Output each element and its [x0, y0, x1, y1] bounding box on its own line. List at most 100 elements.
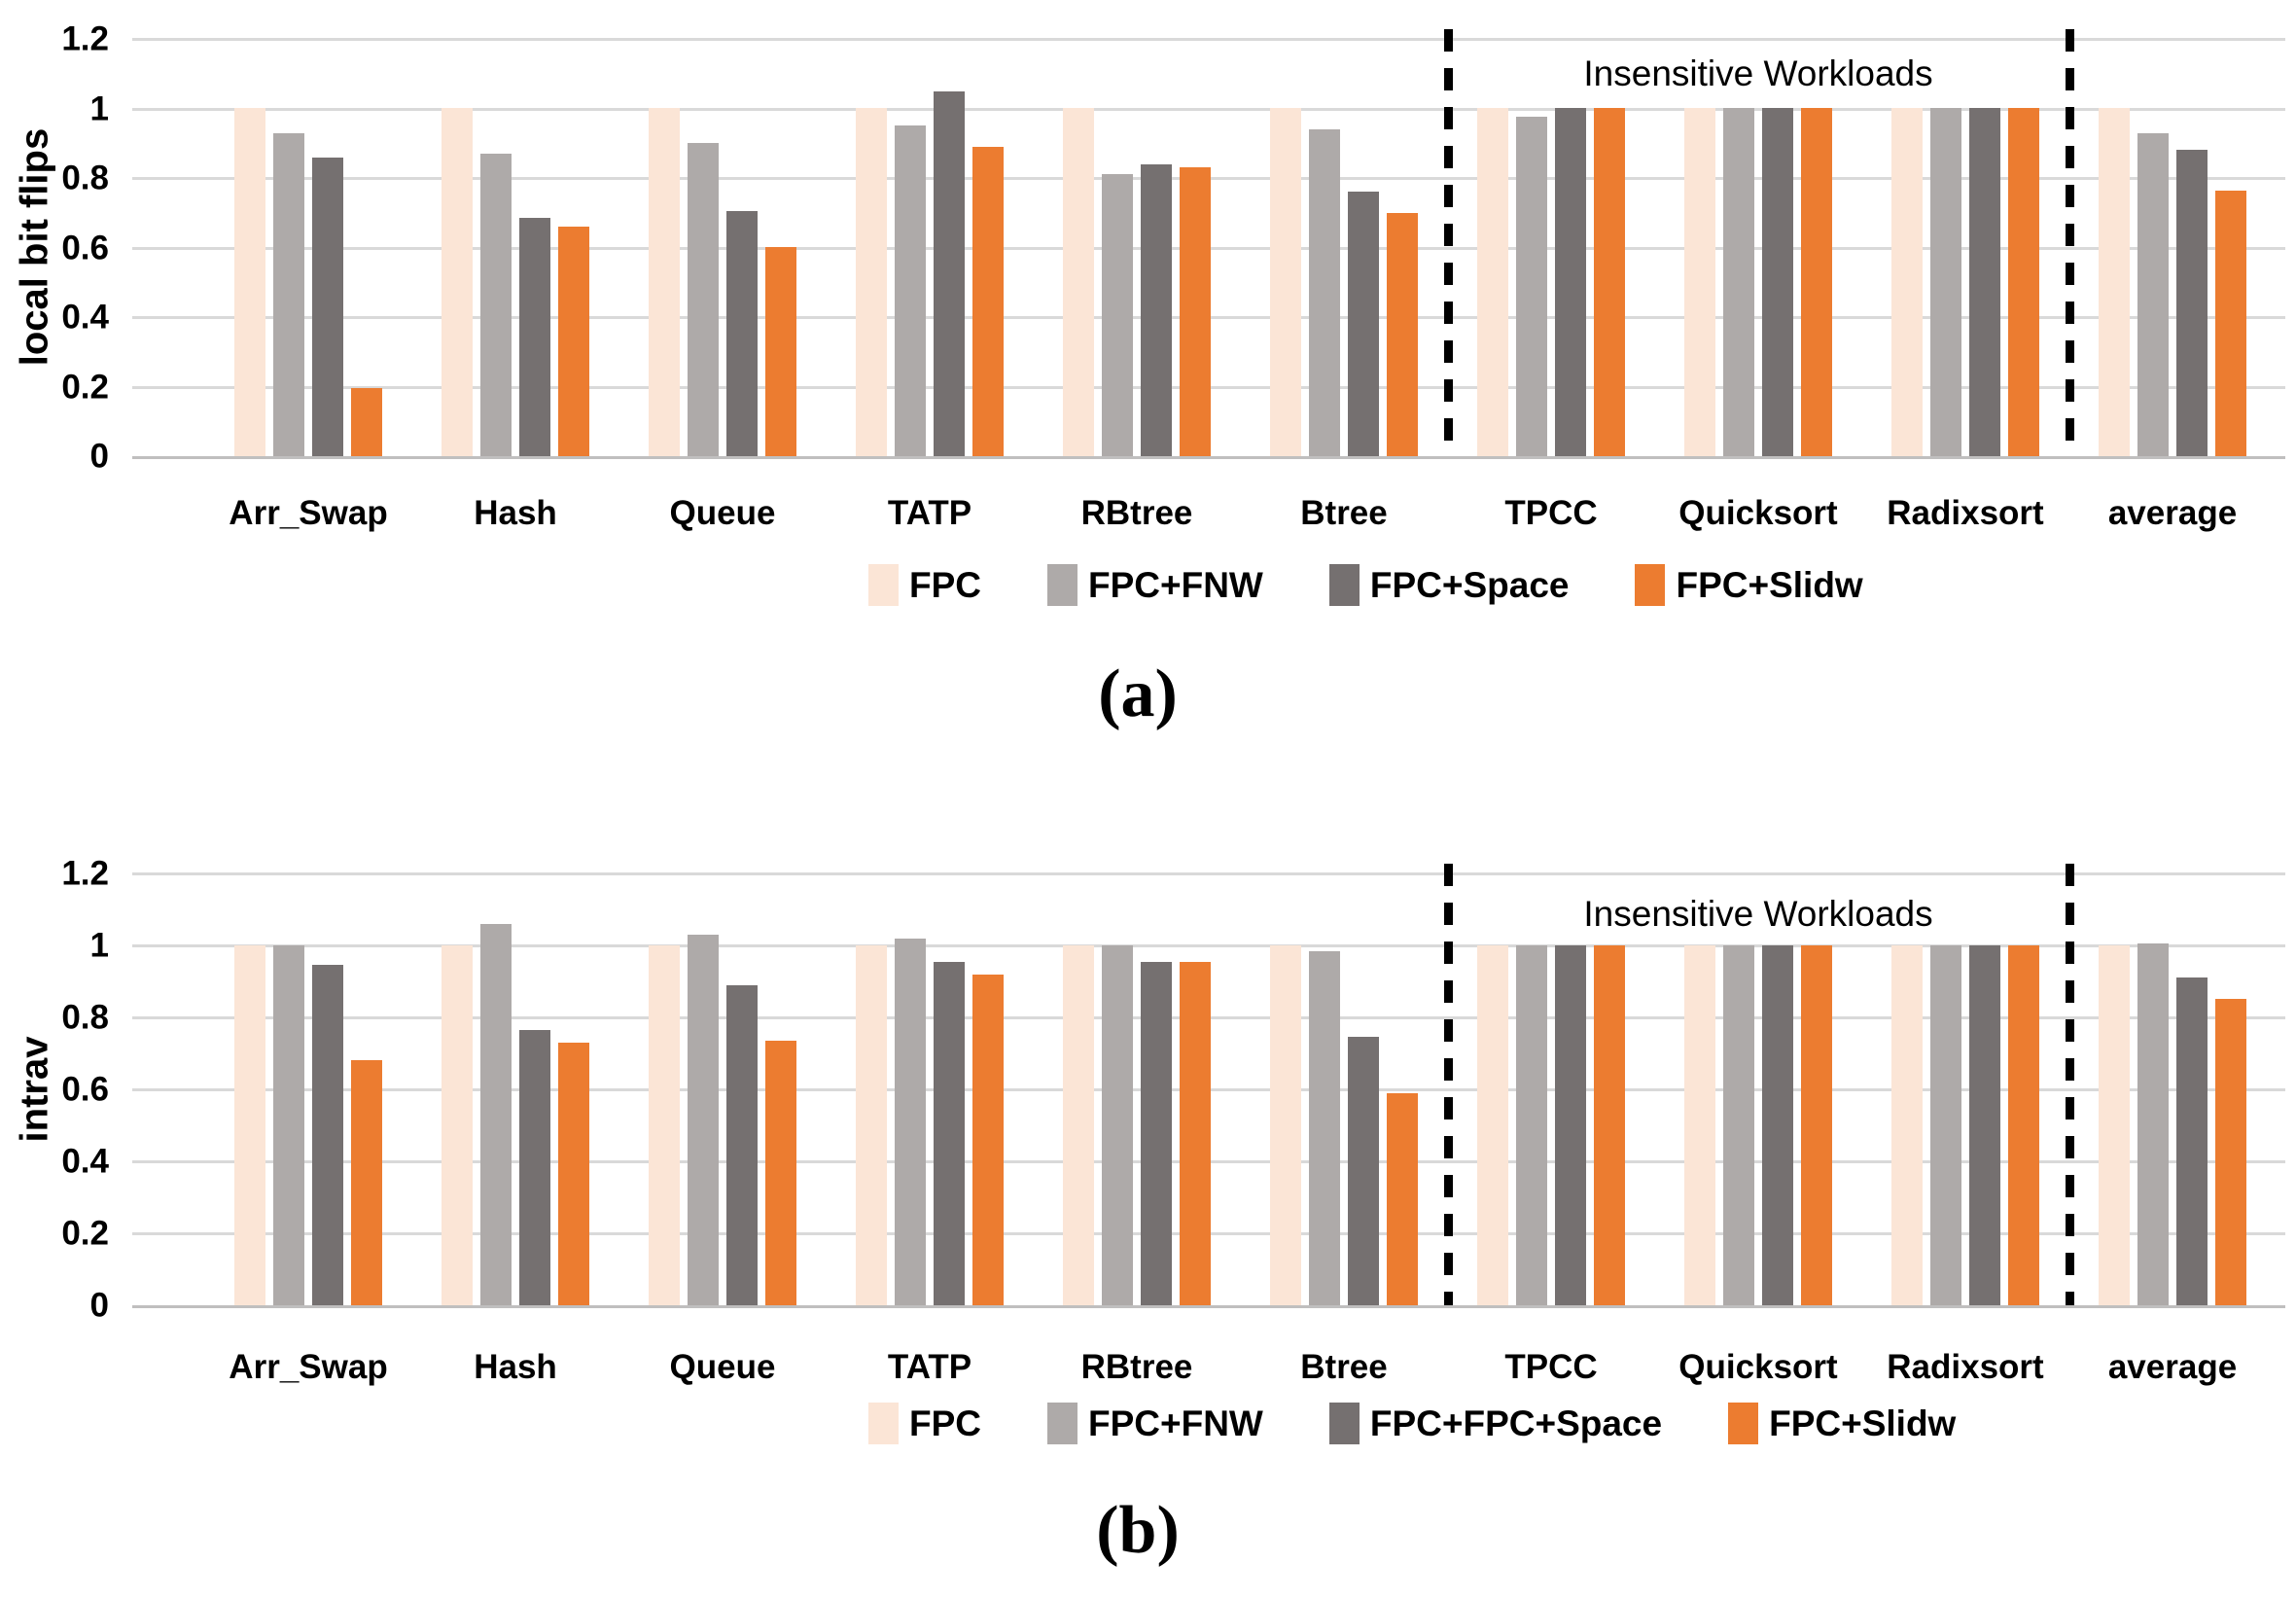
bar: [2008, 945, 2039, 1305]
bar: [1891, 945, 1923, 1305]
bar: [2008, 108, 2039, 456]
bar: [1930, 945, 1961, 1305]
x-category-label: TPCC: [1504, 1348, 1598, 1386]
legend-label: FPC+FNW: [1088, 565, 1263, 605]
x-category-label: Hash: [474, 1348, 557, 1386]
bar: [558, 1043, 589, 1305]
bar: [273, 133, 304, 456]
x-category-label: Btree: [1300, 494, 1388, 532]
legend-item: FPC+FPC+Space: [1328, 1403, 1663, 1444]
bar: [726, 985, 758, 1305]
x-category-label: average: [2107, 1348, 2238, 1386]
bar: [1594, 945, 1625, 1305]
gridline: [132, 944, 2285, 947]
legend-label: FPC+FPC+Space: [1369, 1404, 1663, 1443]
legend-label: FPC+Space: [1369, 565, 1570, 605]
chart-caption: (b): [1096, 1493, 1180, 1568]
bar: [895, 125, 926, 456]
bar: [934, 962, 965, 1305]
bar: [558, 227, 589, 456]
legend-item: FPC+FNW: [1047, 1403, 1263, 1444]
gridline: [132, 872, 2285, 875]
y-tick-label: 0: [89, 1286, 109, 1325]
bar: [1516, 945, 1547, 1305]
bar: [688, 143, 719, 456]
bar: [1309, 129, 1340, 456]
legend: FPC FPC+FNW FPC+Space FPC+Slidw: [868, 564, 1863, 606]
legend-item: FPC+Space: [1328, 564, 1570, 606]
gridline: [132, 38, 2285, 41]
separator-dashed-line: [1443, 864, 1453, 1305]
bar: [480, 924, 512, 1305]
legend-label: FPC+FNW: [1088, 1404, 1263, 1443]
bar: [1348, 192, 1379, 456]
bar: [726, 211, 758, 456]
separator-dashed-line: [2065, 29, 2074, 456]
x-category-label: Btree: [1300, 1348, 1388, 1386]
bar: [442, 108, 473, 456]
x-category-label: TATP: [887, 494, 972, 532]
separator-dashed-line: [2065, 864, 2074, 1305]
bar: [1762, 945, 1793, 1305]
legend-label: FPC: [909, 1404, 981, 1443]
bar: [234, 945, 265, 1305]
bar: [2176, 977, 2208, 1305]
bar: [765, 1041, 796, 1305]
y-tick-label: 0.8: [61, 998, 109, 1037]
bar: [442, 945, 473, 1305]
bar: [1969, 108, 2000, 456]
x-category-label: Arr_Swap: [229, 494, 388, 532]
legend-item: FPC: [868, 1403, 981, 1444]
legend-swatch: [868, 564, 899, 606]
legend-swatch: [868, 1403, 899, 1444]
y-tick-label: 1: [89, 89, 109, 127]
bar: [1141, 164, 1172, 456]
bar: [273, 945, 304, 1305]
y-tick-label: 1: [89, 926, 109, 965]
bar: [1555, 945, 1586, 1305]
bar: [312, 965, 343, 1305]
bar: [1180, 962, 1211, 1305]
x-axis-line: [132, 1305, 2285, 1308]
y-axis-title: local bit flips: [13, 127, 56, 367]
x-category-label: Queue: [669, 494, 776, 532]
bar: [1309, 951, 1340, 1305]
bar: [351, 388, 382, 456]
bar: [1684, 108, 1715, 456]
x-category-label: TATP: [887, 1348, 972, 1386]
bar: [1723, 945, 1754, 1305]
separator-dashed-line: [1443, 29, 1453, 456]
bar: [351, 1060, 382, 1305]
legend: FPC FPC+FNW FPC+FPC+Space FPC+Slidw: [868, 1403, 1956, 1444]
bar: [972, 147, 1004, 456]
y-tick-label: 1.2: [61, 854, 109, 893]
y-tick-label: 0.2: [61, 1214, 109, 1253]
bar: [2176, 150, 2208, 456]
bar: [480, 154, 512, 456]
legend-swatch: [1728, 1403, 1759, 1444]
bar: [972, 975, 1004, 1305]
legend-swatch: [1047, 564, 1077, 606]
bar: [1930, 108, 1961, 456]
y-tick-label: 0.2: [61, 368, 109, 406]
bar: [519, 1030, 550, 1305]
bar: [856, 945, 887, 1305]
y-tick-label: 0.6: [61, 229, 109, 266]
y-axis-title: intrav: [13, 1036, 56, 1143]
y-tick-label: 1.2: [61, 19, 109, 58]
bar: [312, 158, 343, 456]
bar: [1477, 108, 1508, 456]
x-category-label: Quicksort: [1678, 494, 1838, 532]
bar: [2137, 133, 2169, 456]
bar: [1801, 108, 1832, 456]
legend-item: FPC+Slidw: [1635, 564, 1863, 606]
bar: [2215, 999, 2246, 1305]
bar: [934, 91, 965, 456]
x-category-label: Quicksort: [1678, 1348, 1838, 1386]
bar: [1102, 945, 1133, 1305]
bar: [1684, 945, 1715, 1305]
legend-item: FPC+Slidw: [1728, 1403, 1956, 1444]
y-tick-label: 0.4: [61, 298, 109, 337]
bar: [1102, 174, 1133, 456]
